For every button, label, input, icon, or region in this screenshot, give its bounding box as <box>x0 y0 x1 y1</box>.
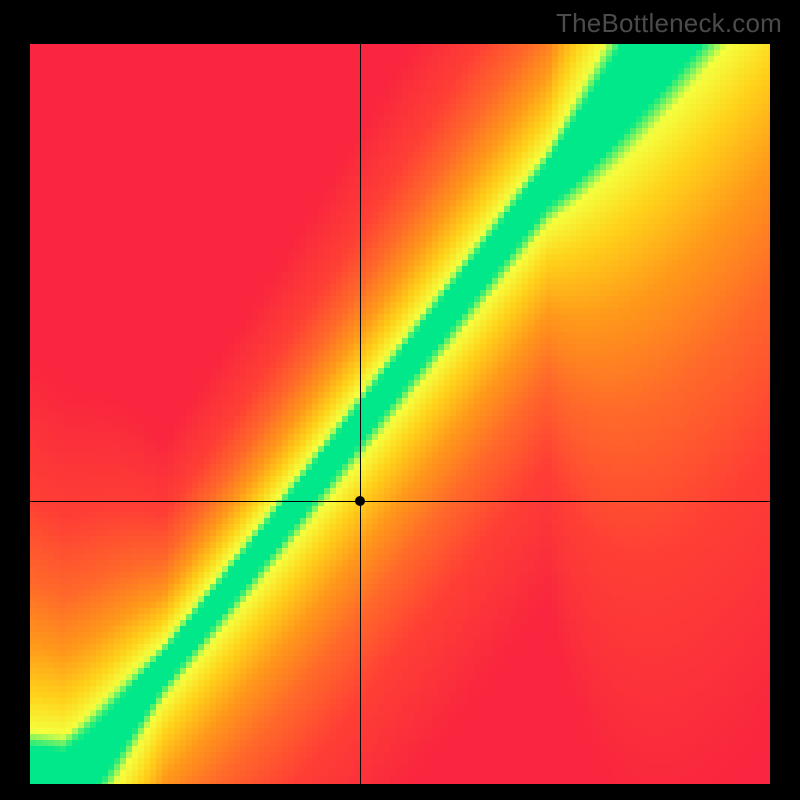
page-container: TheBottleneck.com <box>0 0 800 800</box>
crosshair-horizontal <box>30 501 770 502</box>
crosshair-vertical <box>360 44 361 784</box>
heatmap-canvas <box>30 44 770 784</box>
heatmap-plot <box>30 44 770 784</box>
watermark-text: TheBottleneck.com <box>556 8 782 39</box>
